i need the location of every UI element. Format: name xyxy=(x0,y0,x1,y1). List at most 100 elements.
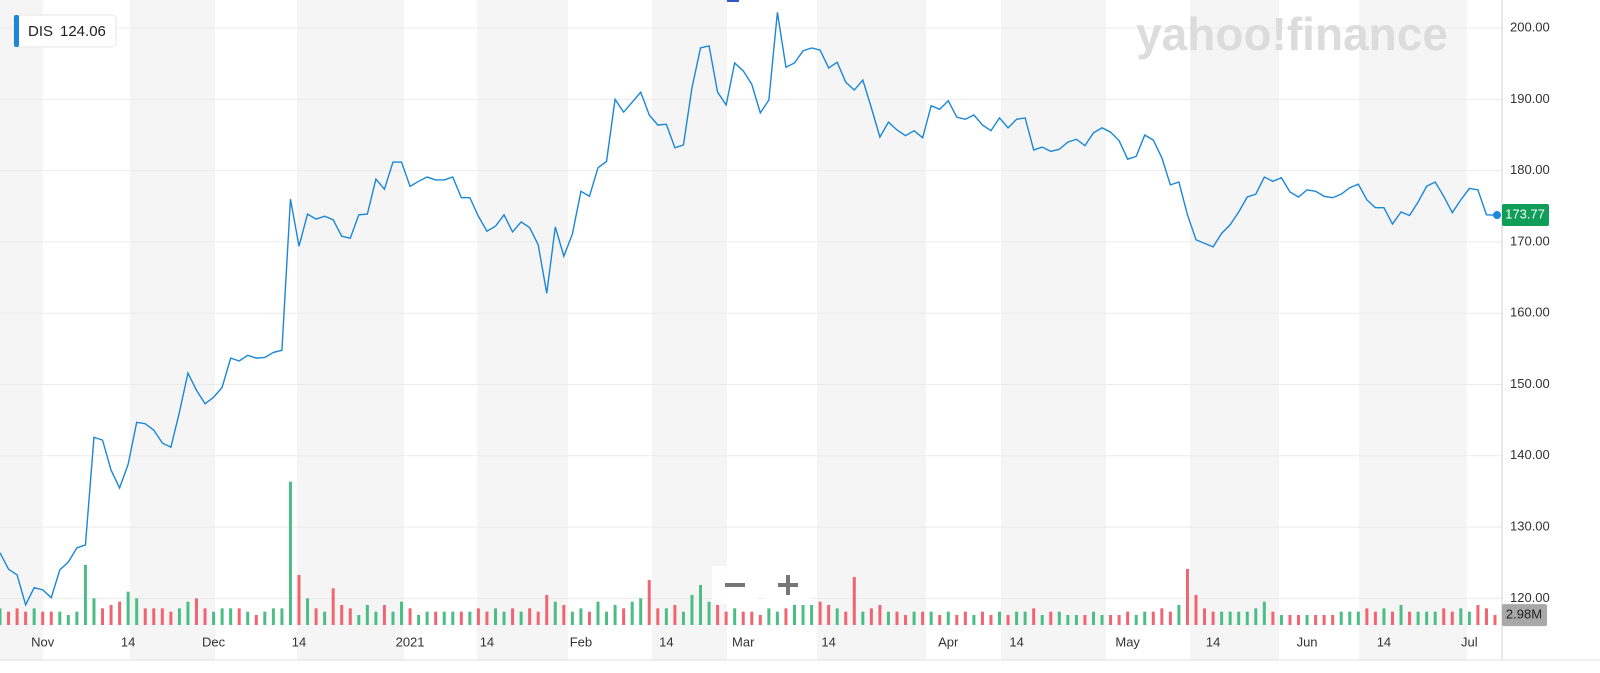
volume-bar xyxy=(938,615,942,625)
x-tick-label: 14 xyxy=(292,634,306,649)
volume-bar xyxy=(878,605,882,625)
price xyxy=(0,12,1501,607)
volume-bar xyxy=(1279,615,1283,625)
volume-bar xyxy=(451,611,455,625)
volume-bar xyxy=(374,611,378,625)
price-tag-label: 173.77 xyxy=(1505,206,1545,221)
volume-bar xyxy=(92,598,96,625)
volume-bar xyxy=(716,605,720,625)
legend-swatch xyxy=(14,15,19,47)
y-tick-label: 200.00 xyxy=(1510,19,1550,34)
volume-bar xyxy=(1373,611,1377,625)
volume-bar xyxy=(758,615,762,625)
x-tick-label: Jul xyxy=(1461,634,1478,649)
volume-bar xyxy=(1151,611,1155,625)
volume-bar xyxy=(690,595,694,625)
tags: 173.77 2.98M xyxy=(1502,204,1549,627)
background-bands xyxy=(0,0,1467,660)
zoom-controls[interactable] xyxy=(712,566,810,604)
legend-value: 124.06 xyxy=(60,23,106,40)
volume-bar xyxy=(1185,569,1189,625)
volume-bar xyxy=(835,608,839,625)
y-tick-label: 130.00 xyxy=(1510,519,1550,534)
volume-bar xyxy=(639,598,643,625)
volume-bar xyxy=(792,605,796,625)
volume-bar xyxy=(1476,605,1480,625)
volume-bar xyxy=(1416,611,1420,625)
volume-bar xyxy=(1442,608,1446,625)
x-tick-label: Jun xyxy=(1297,634,1318,649)
volume-bar xyxy=(912,611,916,625)
volume-bar xyxy=(160,608,164,625)
volume-bar xyxy=(434,611,438,625)
volume-bar xyxy=(775,611,779,625)
zoom-out-icon xyxy=(725,583,745,587)
volume-bar xyxy=(1237,611,1241,625)
volume-bar xyxy=(1245,611,1249,625)
volume-bar xyxy=(169,611,173,625)
volume-bar xyxy=(989,615,993,625)
volume-bar xyxy=(528,608,532,625)
volume-bar xyxy=(673,605,677,625)
x-tick-label: Dec xyxy=(202,634,226,649)
volume-bar xyxy=(1262,601,1266,625)
volume-bar xyxy=(767,608,771,625)
volume-bar xyxy=(391,611,395,625)
volume-bar xyxy=(886,611,890,625)
volume-bar xyxy=(699,585,703,625)
volume-bar xyxy=(502,611,506,625)
volume-bar xyxy=(1271,611,1275,625)
volume-bar xyxy=(254,615,258,625)
volume-bar xyxy=(1348,611,1352,625)
volume-bar xyxy=(485,611,489,625)
zoom-in-icon xyxy=(786,575,790,595)
volume-bar xyxy=(83,565,87,625)
volume xyxy=(0,481,1497,625)
volume-bar xyxy=(1331,615,1335,625)
volume-bar xyxy=(1254,608,1258,625)
x-tick-label: 14 xyxy=(1009,634,1023,649)
volume-bar xyxy=(946,611,950,625)
x-tick-label: May xyxy=(1115,634,1140,649)
volume-bar xyxy=(1493,615,1497,625)
y-tick-label: 140.00 xyxy=(1510,447,1550,462)
volume-bar xyxy=(553,601,557,625)
volume-bar xyxy=(955,615,959,625)
volume-bar xyxy=(1467,611,1471,625)
y-tick-label: 190.00 xyxy=(1510,91,1550,106)
volume-tag xyxy=(1502,604,1547,627)
volume-bar xyxy=(442,611,446,625)
volume-bar xyxy=(1220,611,1224,625)
volume-bar xyxy=(1049,611,1053,625)
volume-bar xyxy=(1425,611,1429,625)
volume-bar xyxy=(126,591,130,625)
volume-bar xyxy=(1314,615,1318,625)
volume-bar xyxy=(511,608,515,625)
volume-bar xyxy=(622,608,626,625)
x-tick-label: Apr xyxy=(938,634,959,649)
volume-bar xyxy=(980,611,984,625)
volume-bar xyxy=(844,611,848,625)
volume-bar xyxy=(297,575,301,625)
volume-bar xyxy=(229,608,233,625)
volume-bar xyxy=(24,611,28,625)
volume-bar xyxy=(852,577,856,625)
volume-bar xyxy=(459,611,463,625)
volume-bar xyxy=(186,601,190,625)
volume-bar xyxy=(1177,605,1181,625)
volume-bar xyxy=(656,608,660,625)
volume-bar xyxy=(331,588,335,625)
volume-bar xyxy=(1305,615,1309,625)
x-tick-label: 14 xyxy=(1206,634,1220,649)
volume-bar xyxy=(647,580,651,625)
volume-bar xyxy=(1365,608,1369,625)
price-line xyxy=(0,12,1496,607)
watermark: yahoo!finance xyxy=(1136,8,1448,60)
x-tick-label: 14 xyxy=(480,634,494,649)
volume-bar xyxy=(1015,611,1019,625)
volume-bar xyxy=(468,611,472,625)
volume-bar xyxy=(263,611,267,625)
volume-bar xyxy=(681,611,685,625)
volume-bar xyxy=(493,608,497,625)
volume-bar xyxy=(613,605,617,625)
